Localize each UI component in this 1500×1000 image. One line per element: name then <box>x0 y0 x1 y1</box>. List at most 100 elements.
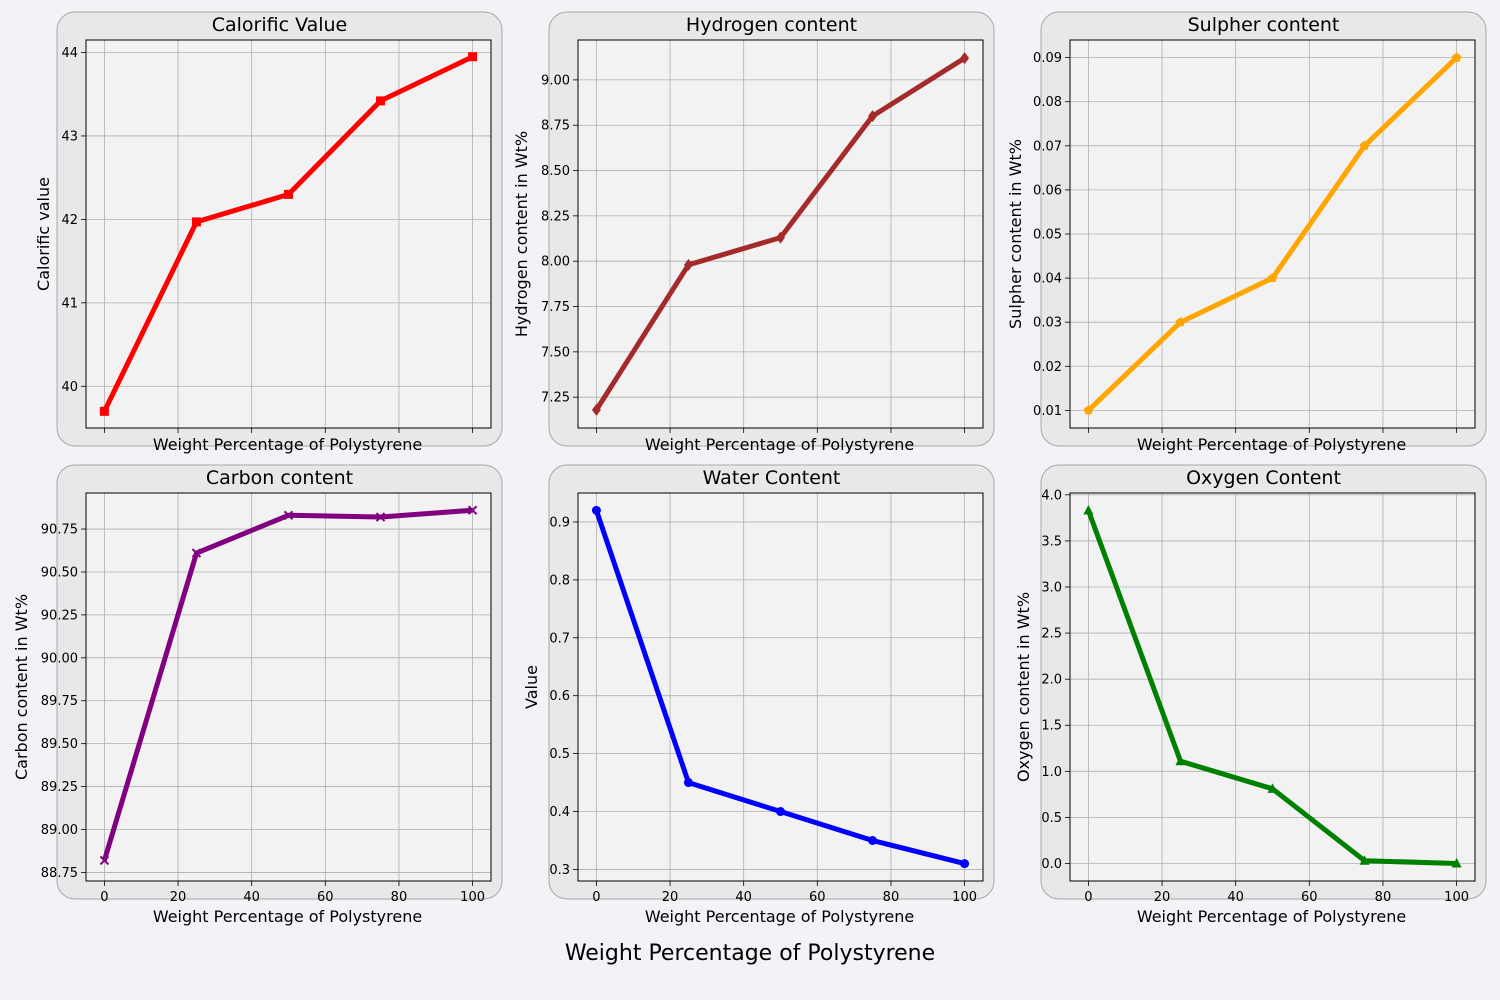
data-point <box>99 855 110 866</box>
x-tick-label: 100 <box>1444 890 1469 905</box>
plot-frame <box>1069 39 1476 429</box>
y-tick-label: 41 <box>61 296 78 311</box>
x-tick-label: 20 <box>170 890 187 905</box>
y-tick-label: 90.50 <box>41 565 78 580</box>
y-tick-label: 1.0 <box>1041 765 1062 780</box>
plot-area <box>85 492 492 882</box>
y-tick-label: 0.02 <box>1033 360 1062 375</box>
plot-frame <box>577 39 984 429</box>
data-point <box>591 505 601 515</box>
y-tick-label: 44 <box>61 46 78 61</box>
y-tick-label: 89.00 <box>41 823 78 838</box>
plot-frame <box>85 39 492 429</box>
data-point <box>960 859 970 869</box>
y-tick-label: 3.0 <box>1041 581 1062 596</box>
x-tick-label: 0 <box>100 890 108 905</box>
plot-frame <box>85 492 492 882</box>
y-tick-label: 90.75 <box>41 523 78 538</box>
subplot-5: 0 20 40 60 80 100 0.3 0.4 0.5 0.6 0.7 0.8 0.9 Water C… <box>522 464 995 926</box>
y-tick-label: 0.05 <box>1033 228 1062 243</box>
y-tick-label: 0.09 <box>1033 51 1062 66</box>
y-tick-label: 0.01 <box>1033 404 1062 419</box>
plot-frame <box>1069 492 1476 882</box>
data-point <box>1267 783 1278 793</box>
y-tick-label: 0.5 <box>1041 811 1062 826</box>
y-tick-label: 4.0 <box>1041 488 1062 503</box>
y-tick-label: 7.75 <box>541 300 570 315</box>
y-tick-label: 43 <box>61 129 78 144</box>
data-point <box>1359 140 1370 150</box>
data-point <box>683 778 693 788</box>
y-tick-label: 89.75 <box>41 694 78 709</box>
y-tick-label: 0.6 <box>549 689 570 704</box>
x-tick-label: 100 <box>952 890 977 905</box>
x-tick-label: 80 <box>391 890 408 905</box>
data-point <box>99 406 109 416</box>
y-tick-label: 1.5 <box>1041 719 1062 734</box>
data-point <box>1083 505 1094 515</box>
data-point <box>375 512 386 522</box>
x-tick-label: 0 <box>1084 890 1092 905</box>
y-tick-label: 0.0 <box>1041 857 1062 872</box>
y-tick-label: 40 <box>61 380 78 395</box>
x-axis-label: Weight Percentage of Polystyrene <box>645 907 914 926</box>
data-point <box>283 510 294 521</box>
y-axis-label: Oxygen content in Wt% <box>1014 592 1033 782</box>
x-tick-label: 60 <box>317 890 334 905</box>
subplot-title: Calorific Value <box>212 14 348 36</box>
subplot-2: 7.25 7.50 7.75 8.00 8.25 8.50 8.75 9.00 Hydrogen… <box>512 11 995 454</box>
data-point <box>1359 855 1370 865</box>
y-tick-label: 0.8 <box>549 573 570 588</box>
y-tick-label: 0.7 <box>549 631 570 646</box>
data-point <box>1175 317 1186 327</box>
y-tick-label: 89.25 <box>41 780 78 795</box>
y-tick-label: 9.00 <box>541 73 570 88</box>
subplot-1: 40 41 42 43 44 Calorific Value Weight Percenta… <box>34 11 503 454</box>
data-point <box>1451 857 1462 868</box>
data-point <box>376 96 386 106</box>
x-tick-label: 20 <box>1154 890 1171 905</box>
x-axis-label: Weight Percentage of Polystyrene <box>1137 435 1406 454</box>
y-axis-label: Calorific value <box>34 177 53 291</box>
data-point <box>591 403 601 416</box>
subplot-title: Carbon content <box>206 467 353 489</box>
x-tick-label: 60 <box>1301 890 1318 905</box>
x-tick-label: 0 <box>592 890 600 905</box>
y-tick-label: 8.00 <box>541 255 570 270</box>
plot-area <box>577 492 984 882</box>
y-tick-label: 8.25 <box>541 209 570 224</box>
data-point <box>1083 405 1094 415</box>
y-tick-label: 2.0 <box>1041 673 1062 688</box>
y-tick-label: 8.75 <box>541 119 570 134</box>
y-tick-label: 0.3 <box>549 863 570 878</box>
y-axis-label: Hydrogen content in Wt% <box>512 131 531 337</box>
x-tick-label: 40 <box>243 890 260 905</box>
subplot-grid: 40 41 42 43 44 Calorific Value Weight Percenta… <box>12 11 1487 926</box>
data-point <box>960 52 970 65</box>
y-tick-label: 0.07 <box>1033 139 1062 154</box>
subplot-title: Oxygen Content <box>1186 467 1341 489</box>
y-tick-label: 89.50 <box>41 737 78 752</box>
x-tick-label: 20 <box>662 890 679 905</box>
plot-area <box>85 39 492 429</box>
x-axis-label: Weight Percentage of Polystyrene <box>153 435 422 454</box>
y-tick-label: 88.75 <box>41 866 78 881</box>
data-point <box>191 548 202 558</box>
y-tick-label: 3.5 <box>1041 534 1062 549</box>
data-point <box>284 189 293 199</box>
plot-frame <box>577 492 984 882</box>
data-point <box>468 52 478 62</box>
y-tick-label: 7.50 <box>541 345 570 360</box>
x-axis-label: Weight Percentage of Polystyrene <box>153 907 422 926</box>
x-axis-label: Weight Percentage of Polystyrene <box>1137 907 1406 926</box>
x-tick-label: 60 <box>809 890 826 905</box>
subplot-title: Water Content <box>703 467 841 489</box>
plot-area <box>1069 492 1476 882</box>
y-axis-label: Value <box>522 665 541 709</box>
x-axis-label: Weight Percentage of Polystyrene <box>645 435 914 454</box>
data-point <box>1175 755 1186 766</box>
y-tick-label: 90.00 <box>41 651 78 666</box>
y-tick-label: 0.5 <box>549 747 570 762</box>
subplot-4: 0 20 40 60 80 100 88.75 89.00 89.25 89.50 89.75 90.… <box>12 464 503 926</box>
y-tick-label: 8.50 <box>541 164 570 179</box>
